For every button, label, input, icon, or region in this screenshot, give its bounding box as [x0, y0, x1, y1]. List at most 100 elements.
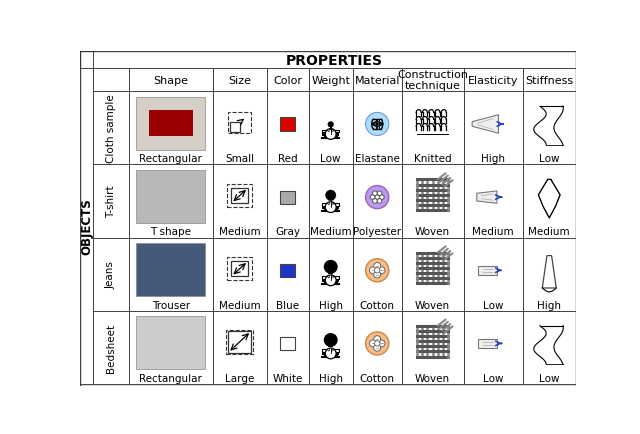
- Bar: [93, 311, 129, 384]
- Circle shape: [374, 336, 381, 343]
- Text: Woven: Woven: [415, 227, 450, 237]
- Circle shape: [377, 191, 382, 196]
- Circle shape: [375, 195, 380, 200]
- Bar: [228, 112, 252, 134]
- Bar: [322, 131, 339, 133]
- Polygon shape: [472, 115, 499, 134]
- Bar: [402, 165, 463, 238]
- Circle shape: [374, 268, 380, 273]
- Circle shape: [374, 271, 381, 278]
- Polygon shape: [478, 266, 497, 275]
- Circle shape: [372, 191, 377, 196]
- Bar: [93, 69, 129, 92]
- Bar: [148, 111, 193, 137]
- Bar: [463, 311, 522, 384]
- Circle shape: [369, 340, 376, 347]
- Text: Low: Low: [539, 154, 559, 164]
- Bar: [129, 92, 212, 165]
- Bar: [129, 238, 212, 311]
- Bar: [322, 133, 339, 136]
- Bar: [322, 279, 339, 282]
- Text: OBJECTS: OBJECTS: [80, 198, 93, 255]
- Bar: [353, 238, 402, 311]
- Bar: [212, 92, 267, 165]
- Bar: [93, 92, 129, 165]
- Circle shape: [365, 259, 389, 282]
- Text: Low: Low: [321, 154, 341, 164]
- Bar: [522, 92, 576, 165]
- Text: Red: Red: [278, 154, 298, 164]
- Bar: [328, 343, 333, 347]
- Text: Material: Material: [355, 76, 400, 85]
- Bar: [308, 238, 353, 311]
- Bar: [136, 316, 205, 369]
- Bar: [322, 276, 339, 279]
- Text: Blue: Blue: [276, 300, 300, 310]
- Bar: [267, 69, 308, 92]
- Circle shape: [365, 332, 389, 355]
- Polygon shape: [330, 127, 332, 131]
- Text: Color: Color: [273, 76, 302, 85]
- Text: Shape: Shape: [153, 76, 188, 85]
- Text: Rectangular: Rectangular: [140, 373, 202, 383]
- Bar: [129, 69, 212, 92]
- Bar: [353, 311, 402, 384]
- Bar: [212, 165, 267, 238]
- Bar: [93, 238, 129, 311]
- Text: Gray: Gray: [275, 227, 300, 237]
- Bar: [308, 92, 353, 165]
- Bar: [328, 270, 333, 274]
- Bar: [353, 92, 402, 165]
- Bar: [129, 311, 212, 384]
- Text: Cloth sample: Cloth sample: [106, 94, 116, 163]
- Polygon shape: [328, 199, 334, 201]
- Bar: [280, 264, 296, 277]
- Circle shape: [324, 260, 338, 274]
- Polygon shape: [477, 191, 497, 204]
- Circle shape: [374, 263, 381, 270]
- Text: Size: Size: [228, 76, 251, 85]
- Text: Large: Large: [225, 373, 254, 383]
- Text: Woven: Woven: [415, 373, 450, 383]
- Bar: [267, 238, 308, 311]
- Bar: [93, 165, 129, 238]
- Text: Elastane: Elastane: [355, 154, 399, 164]
- Bar: [402, 69, 463, 92]
- Text: Polyester: Polyester: [353, 227, 401, 237]
- Circle shape: [369, 267, 376, 274]
- Bar: [280, 191, 296, 204]
- Bar: [463, 238, 522, 311]
- Bar: [228, 331, 252, 353]
- Bar: [353, 69, 402, 92]
- Text: Cotton: Cotton: [360, 300, 395, 310]
- Bar: [136, 243, 205, 296]
- Circle shape: [325, 275, 336, 286]
- Text: Trouser: Trouser: [152, 300, 189, 310]
- Text: Low: Low: [483, 373, 503, 383]
- Bar: [322, 204, 339, 206]
- Bar: [463, 69, 522, 92]
- Bar: [463, 165, 522, 238]
- Circle shape: [378, 340, 385, 347]
- Bar: [402, 238, 463, 311]
- Bar: [80, 69, 93, 384]
- Bar: [522, 311, 576, 384]
- Bar: [129, 165, 212, 238]
- Text: PROPERTIES: PROPERTIES: [286, 53, 383, 68]
- Text: Elasticity: Elasticity: [468, 76, 518, 85]
- Bar: [308, 311, 353, 384]
- Text: Medium: Medium: [310, 227, 351, 237]
- Circle shape: [380, 195, 384, 200]
- Text: High: High: [481, 154, 505, 164]
- Text: Construction
technique: Construction technique: [397, 70, 468, 91]
- Bar: [280, 118, 296, 131]
- Polygon shape: [478, 339, 497, 348]
- Text: Woven: Woven: [415, 300, 450, 310]
- Text: Small: Small: [225, 154, 254, 164]
- Circle shape: [374, 341, 380, 346]
- Text: Rectangular: Rectangular: [140, 154, 202, 164]
- Text: Jeans: Jeans: [106, 260, 116, 288]
- Text: White: White: [273, 373, 303, 383]
- Bar: [353, 165, 402, 238]
- Text: Knitted: Knitted: [414, 154, 451, 164]
